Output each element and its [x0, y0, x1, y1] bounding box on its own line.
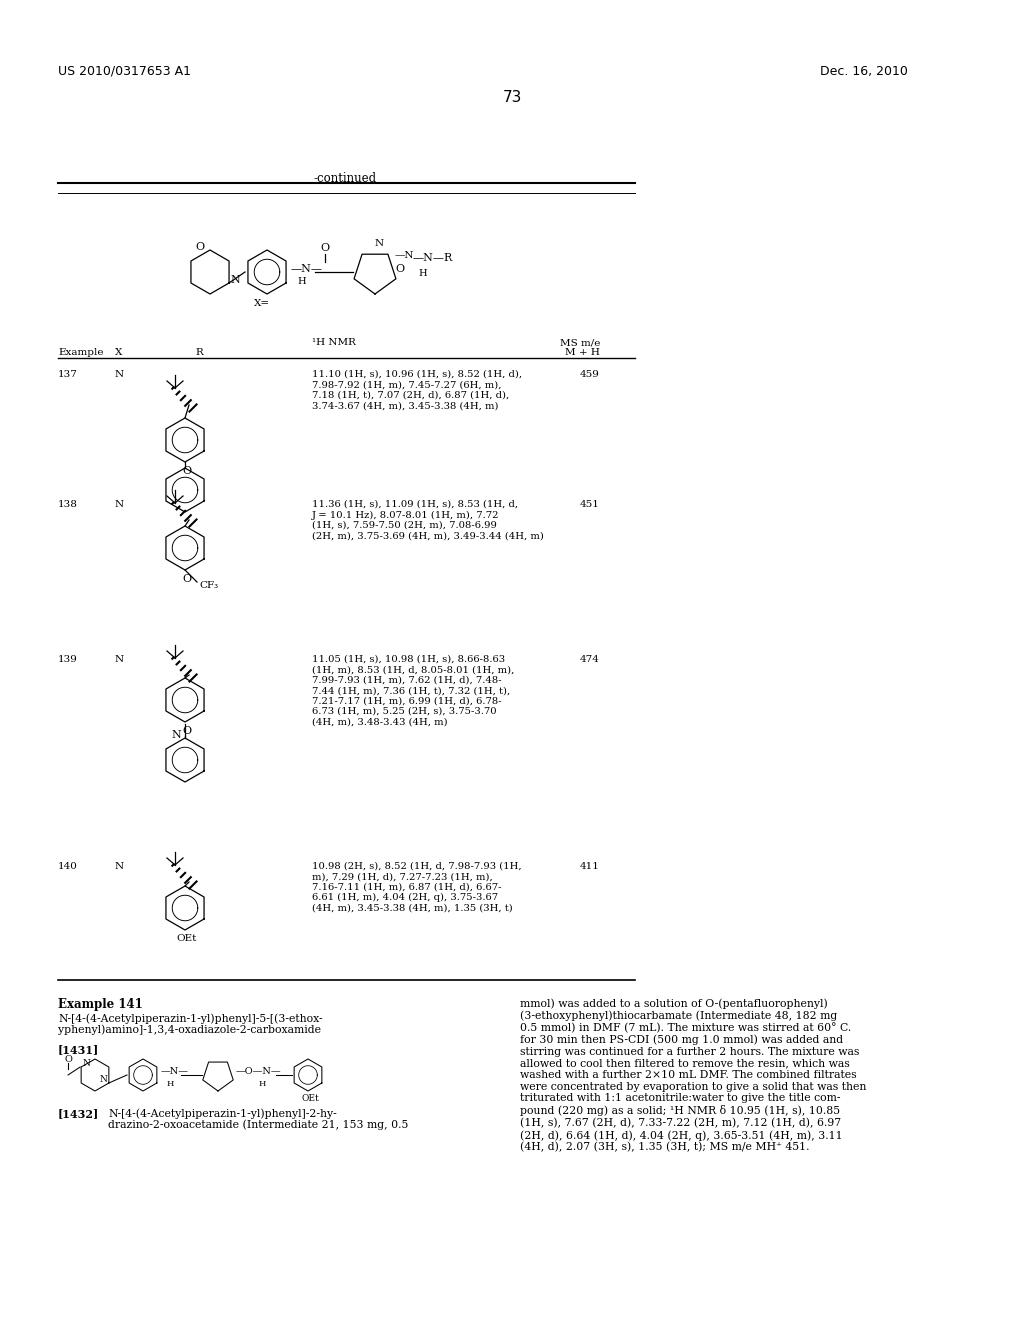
Text: 11.05 (1H, s), 10.98 (1H, s), 8.66-8.63
(1H, m), 8.53 (1H, d, 8.05-8.01 (1H, m),: 11.05 (1H, s), 10.98 (1H, s), 8.66-8.63 … — [312, 655, 514, 726]
Text: MS m/e: MS m/e — [560, 338, 600, 347]
Text: O: O — [182, 726, 191, 737]
Text: N: N — [82, 1060, 90, 1068]
Text: O: O — [182, 574, 191, 583]
Text: 451: 451 — [581, 500, 600, 510]
Text: H: H — [298, 277, 306, 286]
Text: N: N — [375, 239, 384, 248]
Text: 474: 474 — [581, 655, 600, 664]
Text: [1431]: [1431] — [58, 1044, 99, 1055]
Text: —N: —N — [395, 251, 415, 260]
Text: —O—N—: —O—N— — [236, 1068, 282, 1077]
Text: O: O — [195, 242, 204, 252]
Text: N: N — [115, 655, 124, 664]
Text: —N—: —N— — [161, 1068, 189, 1077]
Text: N: N — [115, 500, 124, 510]
Text: Example: Example — [58, 348, 103, 356]
Text: ¹H NMR: ¹H NMR — [312, 338, 356, 347]
Text: OEt: OEt — [301, 1094, 318, 1104]
Text: 411: 411 — [581, 862, 600, 871]
Text: M + H: M + H — [565, 348, 600, 356]
Text: N-[4-(4-Acetylpiperazin-1-yl)phenyl]-2-hy-: N-[4-(4-Acetylpiperazin-1-yl)phenyl]-2-h… — [108, 1107, 337, 1118]
Text: N: N — [171, 730, 181, 741]
Text: —N—: —N— — [291, 264, 323, 275]
Text: O: O — [321, 243, 330, 253]
Text: N: N — [115, 862, 124, 871]
Text: N-[4-(4-Acetylpiperazin-1-yl)phenyl]-5-[(3-ethox-: N-[4-(4-Acetylpiperazin-1-yl)phenyl]-5-[… — [58, 1012, 323, 1023]
Text: O: O — [65, 1056, 72, 1064]
Text: 10.98 (2H, s), 8.52 (1H, d, 7.98-7.93 (1H,
m), 7.29 (1H, d), 7.27-7.23 (1H, m),
: 10.98 (2H, s), 8.52 (1H, d, 7.98-7.93 (1… — [312, 862, 521, 912]
Text: 11.36 (1H, s), 11.09 (1H, s), 8.53 (1H, d,
J = 10.1 Hz), 8.07-8.01 (1H, m), 7.72: 11.36 (1H, s), 11.09 (1H, s), 8.53 (1H, … — [312, 500, 544, 540]
Text: [1432]: [1432] — [58, 1107, 99, 1119]
Text: drazino-2-oxoacetamide (Intermediate 21, 153 mg, 0.5: drazino-2-oxoacetamide (Intermediate 21,… — [108, 1119, 409, 1130]
Text: O: O — [395, 264, 404, 275]
Text: —N—R: —N—R — [413, 253, 454, 263]
Text: X: X — [115, 348, 123, 356]
Text: N: N — [230, 275, 240, 285]
Text: 11.10 (1H, s), 10.96 (1H, s), 8.52 (1H, d),
7.98-7.92 (1H, m), 7.45-7.27 (6H, m): 11.10 (1H, s), 10.96 (1H, s), 8.52 (1H, … — [312, 370, 522, 411]
Text: Example 141: Example 141 — [58, 998, 142, 1011]
Text: H: H — [419, 269, 427, 279]
Text: mmol) was added to a solution of O-(pentafluorophenyl)
(3-ethoxyphenyl)thiocarba: mmol) was added to a solution of O-(pent… — [520, 998, 866, 1152]
Text: O: O — [182, 466, 191, 477]
Text: Dec. 16, 2010: Dec. 16, 2010 — [820, 65, 908, 78]
Text: R: R — [195, 348, 203, 356]
Text: H: H — [166, 1080, 174, 1088]
Text: OEt: OEt — [177, 935, 198, 942]
Text: 459: 459 — [581, 370, 600, 379]
Text: yphenyl)amino]-1,3,4-oxadiazole-2-carboxamide: yphenyl)amino]-1,3,4-oxadiazole-2-carbox… — [58, 1024, 321, 1035]
Text: H: H — [258, 1080, 265, 1088]
Text: -continued: -continued — [313, 172, 377, 185]
Text: 138: 138 — [58, 500, 78, 510]
Text: N: N — [115, 370, 124, 379]
Text: N: N — [100, 1076, 108, 1085]
Text: X=: X= — [254, 300, 270, 308]
Text: 140: 140 — [58, 862, 78, 871]
Text: 73: 73 — [503, 90, 521, 106]
Text: 137: 137 — [58, 370, 78, 379]
Text: US 2010/0317653 A1: US 2010/0317653 A1 — [58, 65, 191, 78]
Text: CF₃: CF₃ — [199, 581, 218, 590]
Text: 139: 139 — [58, 655, 78, 664]
